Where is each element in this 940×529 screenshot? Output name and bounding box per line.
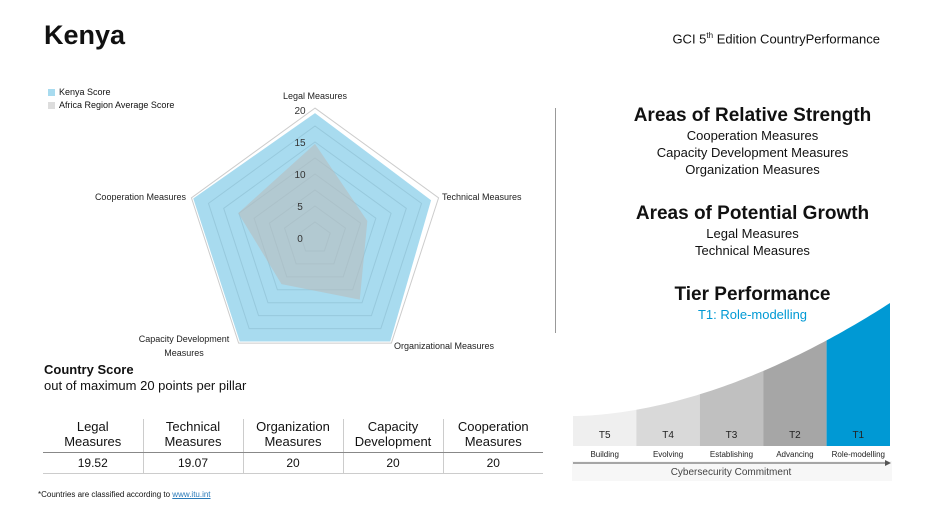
header-technical: Technical Measures (142, 419, 243, 453)
country-title: Kenya (44, 20, 126, 50)
tier-code: T1 (852, 430, 864, 441)
radar-chart: 0 5 10 15 20 Legal Measures Technical Measures… (95, 91, 522, 358)
growth-item: Legal Measures (706, 226, 799, 241)
radar-axis-label: Measures (164, 348, 204, 358)
legend-label: Kenya Score (59, 87, 111, 97)
itu-link[interactable]: www.itu.int (172, 490, 211, 499)
strength-title: Areas of Relative Strength (633, 105, 872, 126)
score-title: Country Score (44, 362, 134, 377)
legend-swatch (48, 88, 55, 96)
tier-axis-bg (572, 461, 892, 481)
strength-section: Areas of Relative Strength Cooperation M… (600, 105, 905, 178)
radar-tick-label: 0 (297, 234, 303, 245)
score-legal: 19.52 (43, 452, 143, 474)
growth-section: Areas of Potential Growth Legal Measures… (600, 203, 905, 259)
edition-suffix: Edition CountryPerformance (713, 31, 880, 47)
header-cooperation: Cooperation Measures (442, 419, 543, 453)
score-capacity: 20 (342, 452, 443, 474)
legend-label: Africa Region Average Score (59, 100, 175, 110)
growth-title: Areas of Potential Growth (635, 203, 870, 224)
tier-axis-label: Cybersecurity Commitment (671, 467, 792, 478)
growth-item: Technical Measures (695, 243, 810, 258)
tier-code: T2 (789, 430, 801, 441)
divider (555, 108, 556, 333)
radar-tick-label: 15 (294, 138, 306, 149)
tier-name: Establishing (710, 450, 753, 459)
legend-kenya: Kenya Score (48, 87, 111, 97)
tier-bar-t1 (826, 303, 890, 446)
radar-tick-label: 5 (297, 202, 303, 213)
radar-axis-label: Technical Measures (442, 192, 522, 202)
score-technical: 19.07 (142, 452, 243, 474)
tier-code: T3 (726, 430, 738, 441)
score-header-row: Legal Measures Technical Measures Organiza… (43, 419, 543, 453)
edition-prefix: GCI 5 (672, 31, 707, 47)
radar-grid-ring (207, 125, 423, 330)
tier-bar-t5 (573, 409, 637, 446)
edition-title: GCI 5th Edition CountryPerformance (672, 31, 880, 46)
radar-tick-label: 10 (294, 170, 306, 181)
footnote-text: *Countries are classified according to (38, 490, 173, 499)
radar-outer-ring (190, 107, 440, 344)
tier-code: T4 (662, 430, 674, 441)
tier-title: Tier Performance (674, 284, 831, 305)
header-organization: Organization Measures (242, 419, 343, 453)
radar-axis-label: Cooperation Measures (95, 192, 187, 202)
arrow-head-icon (885, 460, 891, 466)
tier-bar-t3 (699, 370, 764, 446)
legend-africa: Africa Region Average Score (48, 100, 174, 110)
score-table: Legal Measures Technical Measures Organiza… (43, 419, 543, 474)
edition-sup: th (706, 31, 714, 40)
tier-name: Role-modelling (832, 450, 885, 459)
radar-series-africa (238, 143, 368, 300)
radar-axis-label: Legal Measures (283, 91, 348, 101)
footnote: *Countries are classified according to w… (38, 490, 211, 499)
legend-swatch (48, 101, 55, 109)
tier-name: Advancing (776, 450, 813, 459)
radar-axis-label: Capacity Development (139, 334, 230, 344)
radar-tick-label: 20 (294, 106, 306, 117)
score-organization: 20 (242, 452, 343, 474)
tier-bar-t4 (636, 394, 700, 446)
header-capacity: Capacity Development (342, 419, 443, 453)
score-subtitle: out of maximum 20 points per pillar (44, 378, 247, 393)
tier-value: T1: Role-modelling (697, 307, 808, 322)
strength-item: Cooperation Measures (686, 128, 819, 143)
tier-section: Tier Performance T1: Role-modelling (600, 284, 905, 323)
score-cooperation: 20 (442, 452, 543, 474)
strength-item: Capacity Development Measures (656, 145, 849, 160)
tier-code: T5 (599, 430, 611, 441)
radar-axis-label: Organizational Measures (394, 341, 495, 351)
tier-bar-t2 (763, 340, 827, 446)
score-value-row: 19.52 19.07 20 20 20 (43, 452, 543, 474)
radar-grid-ring (223, 141, 407, 317)
header-legal: Legal Measures (43, 419, 143, 453)
strength-item: Organization Measures (685, 162, 820, 177)
tier-name: Evolving (653, 450, 683, 459)
tier-name: Building (590, 450, 618, 459)
